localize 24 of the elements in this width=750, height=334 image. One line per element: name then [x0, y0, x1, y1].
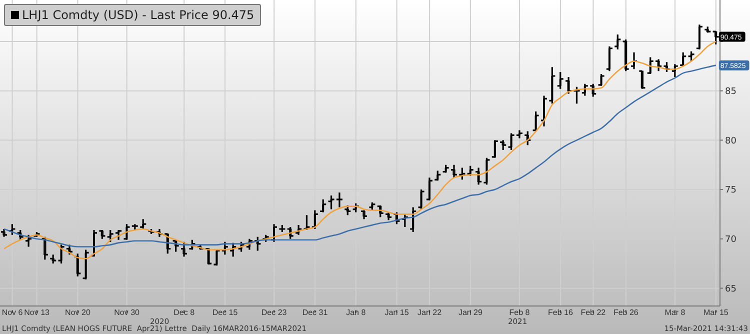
x-tick-label: Feb 8: [509, 308, 530, 317]
legend-label: LHJ1 Comdty (USD) - Last Price 90.475: [22, 8, 254, 22]
x-tick-label: Dec 23: [261, 308, 288, 317]
x-tick-label: Dec 8: [174, 308, 196, 317]
x-tick-label: Nov 6: [2, 308, 24, 317]
x-tick-label: Dec 31: [302, 308, 328, 317]
y-tick-label: 75: [725, 186, 736, 196]
x-tick-label: Nov 30: [114, 308, 140, 317]
x-tick-label: Nov 20: [65, 308, 91, 317]
x-tick-label: Jan 15: [384, 308, 410, 317]
y-tick-label: 85: [725, 87, 736, 98]
x-tick-label: Jan 29: [458, 308, 484, 317]
x-tick-label: Mar 15: [703, 308, 729, 317]
x-tick-label: Jan 8: [346, 308, 366, 317]
x-tick-label: Dec 15: [212, 308, 238, 317]
y-tick-label: 65: [725, 284, 736, 294]
x-tick-label: Nov 13: [24, 308, 50, 317]
x-tick-label: Feb 16: [548, 308, 574, 317]
y-tick-label: 80: [725, 136, 737, 146]
x-tick-label: Jan 22: [418, 308, 442, 317]
x-tick-label: Feb 22: [580, 308, 606, 317]
x-tick-label: Feb 26: [613, 308, 639, 317]
x-tick-label: Mar 8: [664, 308, 686, 317]
y-tick-label: 70: [725, 235, 737, 246]
